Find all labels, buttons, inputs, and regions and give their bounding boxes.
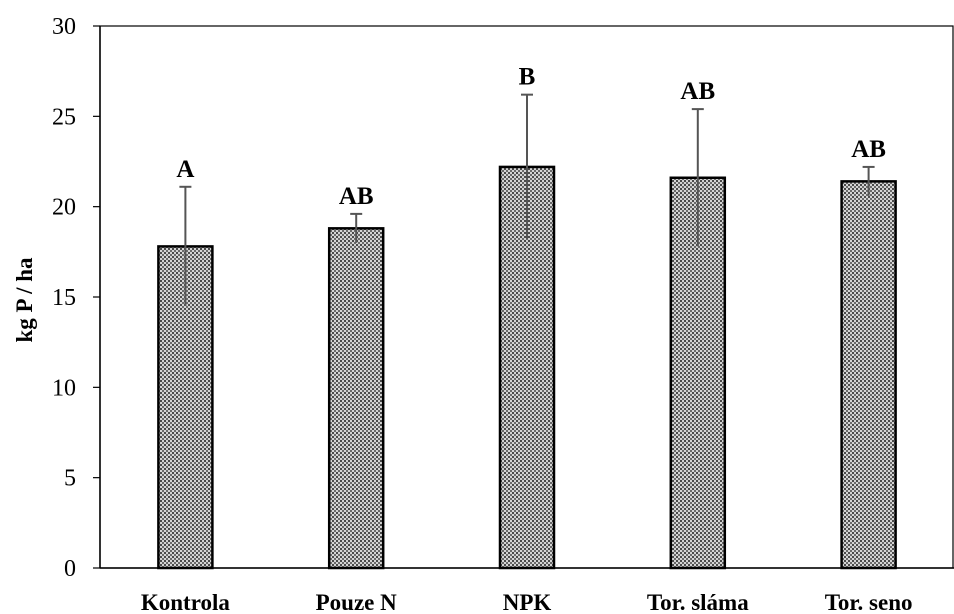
x-category-label: Tor. sláma: [647, 590, 749, 614]
x-axis: Kontrola Pouze N NPK Tor. sláma Tor. seno: [100, 567, 954, 614]
y-tick-label: 10: [52, 375, 76, 401]
bar: [840, 180, 897, 570]
significance-label: AB: [339, 183, 374, 210]
x-category-label: Kontrola: [141, 590, 231, 614]
significance-label: A: [176, 156, 194, 183]
y-tick-label: 20: [52, 195, 76, 221]
y-axis-title: kg P / ha: [12, 257, 37, 343]
x-category-label: Pouze N: [316, 590, 398, 614]
y-tick-label: 0: [64, 556, 76, 582]
error-bars: [179, 93, 875, 307]
y-axis: 0 5 10 15 20 25 30: [52, 14, 101, 582]
x-category-label: Tor. seno: [825, 590, 913, 614]
y-tick-label: 15: [52, 285, 76, 311]
y-tick-label: 5: [64, 466, 76, 492]
significance-label: AB: [680, 78, 715, 105]
y-tick-label: 25: [52, 104, 76, 130]
y-tick-label: 30: [52, 14, 76, 40]
x-category-label: NPK: [503, 590, 552, 614]
significance-label: AB: [851, 136, 886, 163]
bar: [327, 227, 385, 570]
significance-label: B: [519, 64, 536, 91]
significance-labels: A AB B AB AB: [176, 64, 886, 210]
